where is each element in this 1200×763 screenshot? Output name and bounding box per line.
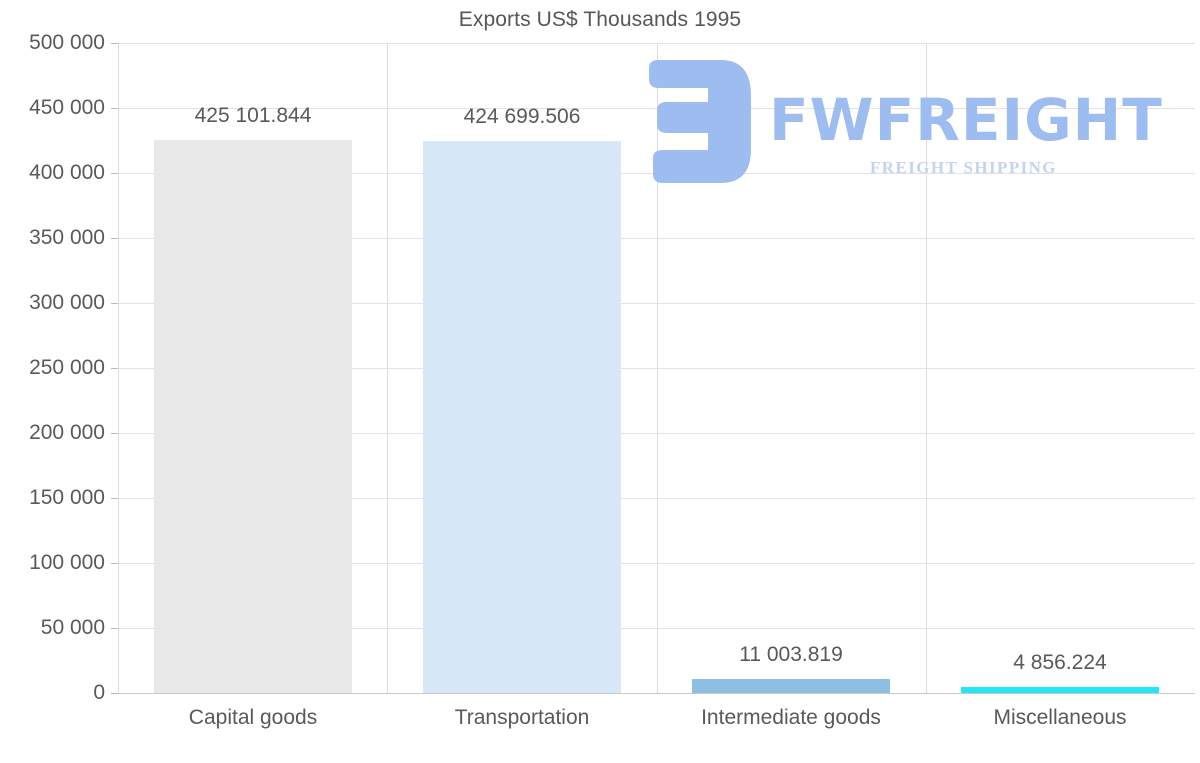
bar-capital-goods[interactable] [154, 140, 352, 693]
y-axis-tick-label: 300 000 [29, 291, 105, 314]
y-axis-tick-mark [111, 563, 118, 564]
y-axis-tick-label: 250 000 [29, 356, 105, 379]
gridline-horizontal [118, 433, 1195, 434]
x-axis-tick-label: Intermediate goods [701, 706, 881, 729]
bar-transportation[interactable] [423, 141, 621, 693]
y-axis-tick-label: 150 000 [29, 486, 105, 509]
y-axis-tick-mark [111, 108, 118, 109]
y-axis-tick-mark [111, 173, 118, 174]
gridline-horizontal [118, 628, 1195, 629]
y-axis-tick-mark [111, 43, 118, 44]
y-axis-tick-label: 100 000 [29, 551, 105, 574]
y-axis-tick-mark [111, 303, 118, 304]
gridline-vertical [926, 43, 927, 693]
gridline-horizontal [118, 498, 1195, 499]
y-axis-tick-mark [111, 433, 118, 434]
gridline-horizontal [118, 563, 1195, 564]
gridline-horizontal [118, 693, 1195, 694]
x-axis-tick-label: Miscellaneous [993, 706, 1127, 729]
y-axis-tick-mark [111, 693, 118, 694]
y-axis-tick-label: 50 000 [40, 616, 105, 639]
y-axis-tick-label: 350 000 [29, 226, 105, 249]
y-axis-tick-mark [111, 628, 118, 629]
gridline-horizontal [118, 303, 1195, 304]
gridline-horizontal [118, 43, 1195, 44]
y-axis-tick-label: 200 000 [29, 421, 105, 444]
bar-value-label: 4 856.224 [1013, 651, 1107, 674]
gridline-horizontal [118, 238, 1195, 239]
y-axis-tick-label: 450 000 [29, 96, 105, 119]
x-axis-tick-label: Transportation [454, 706, 590, 729]
gridline-vertical [387, 43, 388, 693]
bar-value-label: 425 101.844 [194, 104, 312, 127]
bar-value-label: 11 003.819 [739, 643, 843, 666]
y-axis-tick-mark [111, 368, 118, 369]
gridline-horizontal [118, 368, 1195, 369]
bar-miscellaneous[interactable] [961, 687, 1159, 693]
y-axis-tick-label: 400 000 [29, 161, 105, 184]
y-axis-tick-mark [111, 238, 118, 239]
bar-intermediate-goods[interactable] [692, 679, 890, 693]
gridline-vertical [657, 43, 658, 693]
y-axis-tick-mark [111, 498, 118, 499]
y-axis-tick-label: 0 [93, 681, 105, 704]
chart-title: Exports US$ Thousands 1995 [458, 8, 742, 31]
y-axis-tick-label: 500 000 [29, 31, 105, 54]
x-axis-tick-label: Capital goods [188, 706, 318, 729]
bar-value-label: 424 699.506 [463, 105, 581, 128]
